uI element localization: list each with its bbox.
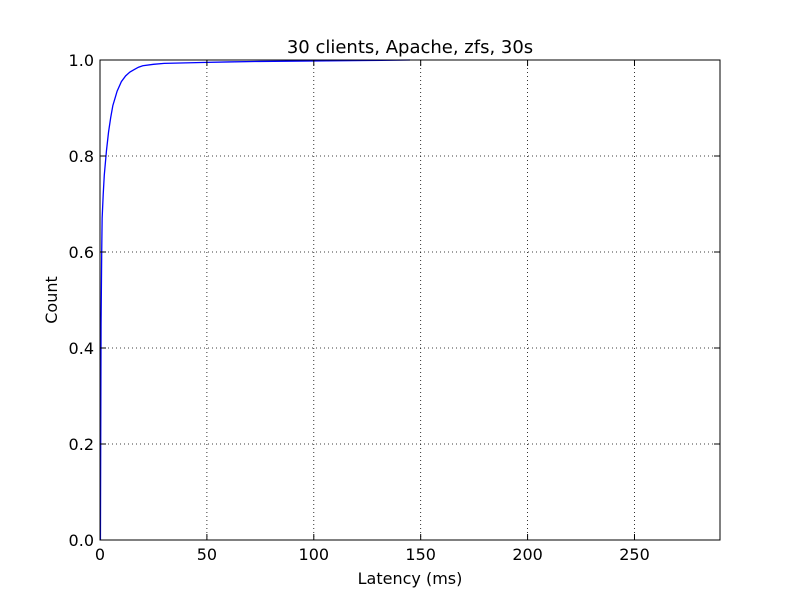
series-layer	[99, 59, 411, 541]
x-tick-label: 200	[512, 545, 543, 564]
tick-marks	[99, 59, 720, 541]
y-axis-label: Count	[42, 276, 61, 324]
y-tick-label: 0.4	[69, 339, 94, 358]
series-line-0	[99, 59, 411, 541]
y-tick-label: 0.2	[69, 435, 94, 454]
x-axis-label: Latency (ms)	[358, 569, 463, 588]
y-tick-label: 0.8	[69, 147, 94, 166]
x-tick-label: 50	[197, 545, 217, 564]
x-tick-label: 150	[405, 545, 436, 564]
x-tick-label: 0	[95, 545, 105, 564]
chart-title: 30 clients, Apache, zfs, 30s	[287, 37, 533, 58]
x-tick-label: 250	[619, 545, 650, 564]
y-tick-label: 0.0	[69, 531, 94, 550]
y-tick-label: 0.6	[69, 243, 94, 262]
tick-labels: 0 50 100 150 200 250 0.0 0.2 0.4 0.6 0.8 1.0	[69, 51, 650, 564]
x-tick-label: 100	[299, 545, 330, 564]
y-tick-label: 1.0	[69, 51, 94, 70]
plot-frame	[99, 59, 721, 541]
